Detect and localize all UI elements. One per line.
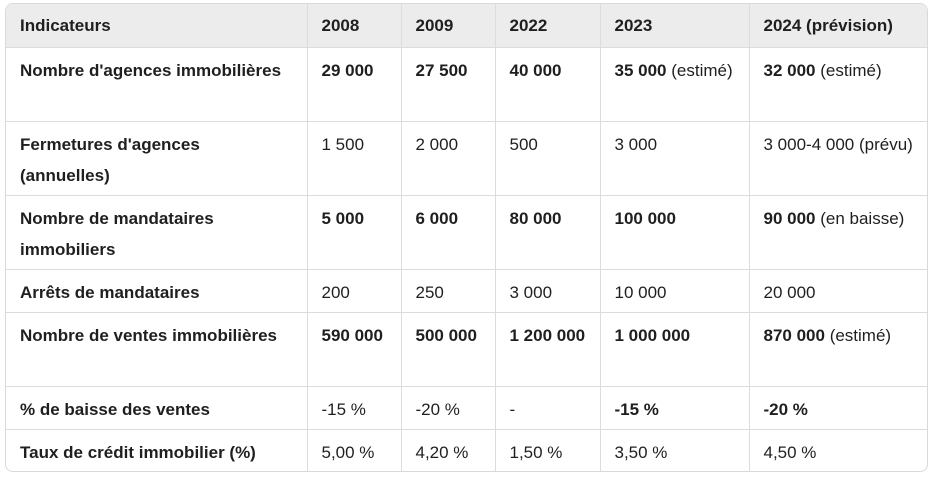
cell-note: -15 %	[321, 399, 366, 419]
table-cell: -	[495, 386, 601, 430]
table-row: Nombre de mandataires immobiliers 5 000 …	[6, 195, 927, 270]
table-cell: 1 000 000	[600, 312, 750, 387]
cell-value: 870 000	[763, 325, 825, 345]
table-cell: 4,20 %	[401, 429, 496, 471]
table-cell: 40 000	[495, 47, 601, 122]
cell-note: 3,50 %	[614, 442, 668, 462]
row-label: Fermetures d'agences (annuelles)	[6, 121, 308, 196]
table-cell: 250	[401, 269, 496, 313]
cell-value: 1 000 000	[614, 325, 691, 345]
table-cell: 1 500	[307, 121, 402, 196]
row-label: Nombre de mandataires immobiliers	[6, 195, 308, 270]
indicators-table: Indicateurs 2008 2009 2022 2023 2024 (pr…	[6, 4, 927, 471]
cell-note: (estimé)	[671, 60, 733, 80]
table-cell: 3 000	[495, 269, 601, 313]
cell-note: -20 %	[415, 399, 460, 419]
table-cell: 5 000	[307, 195, 402, 270]
cell-note: (en baisse)	[820, 208, 905, 228]
table-cell: 10 000	[600, 269, 750, 313]
table-cell: 80 000	[495, 195, 601, 270]
table-cell: 3 000-4 000 (prévu)	[749, 121, 927, 196]
table-row: Nombre de ventes immobilières 590 000 50…	[6, 312, 927, 387]
cell-value: -15 %	[614, 399, 659, 419]
table-row: Taux de crédit immobilier (%) 5,00 % 4,2…	[6, 429, 927, 471]
cell-note: (estimé)	[820, 60, 882, 80]
cell-value: 32 000	[763, 60, 816, 80]
row-label: % de baisse des ventes	[6, 386, 308, 430]
table-cell: 90 000 (en baisse)	[749, 195, 927, 270]
table-cell: 5,00 %	[307, 429, 402, 471]
table-cell: 500	[495, 121, 601, 196]
cell-value: 500 000	[415, 325, 477, 345]
table-cell: 29 000	[307, 47, 402, 122]
header-indicateurs: Indicateurs	[6, 4, 308, 48]
header-2024: 2024 (prévision)	[749, 4, 927, 48]
cell-note: 5,00 %	[321, 442, 375, 462]
row-label: Nombre de ventes immobilières	[6, 312, 308, 387]
table-cell: 3,50 %	[600, 429, 750, 471]
cell-value: 29 000	[321, 60, 374, 80]
row-label: Taux de crédit immobilier (%)	[6, 429, 308, 471]
cell-value: -20 %	[763, 399, 808, 419]
cell-value: 590 000	[321, 325, 383, 345]
table-row: Arrêts de mandataires 200 250 3 000 10 0…	[6, 269, 927, 313]
table-cell: -15 %	[600, 386, 750, 430]
cell-note: 20 000	[763, 282, 816, 302]
cell-note: 3 000	[614, 134, 658, 154]
cell-value: 27 500	[415, 60, 468, 80]
cell-note: 200	[321, 282, 350, 302]
cell-note: 10 000	[614, 282, 667, 302]
row-label: Arrêts de mandataires	[6, 269, 308, 313]
cell-note: 3 000-4 000 (prévu)	[763, 134, 913, 154]
cell-value: 6 000	[415, 208, 459, 228]
table-row: Nombre d'agences immobilières 29 000 27 …	[6, 47, 927, 122]
cell-value: 35 000	[614, 60, 667, 80]
table-cell: 1 200 000	[495, 312, 601, 387]
header-2009: 2009	[401, 4, 496, 48]
table-cell: -15 %	[307, 386, 402, 430]
cell-note: 250	[415, 282, 444, 302]
table-cell: 870 000 (estimé)	[749, 312, 927, 387]
row-label: Nombre d'agences immobilières	[6, 47, 308, 122]
cell-value: 100 000	[614, 208, 676, 228]
cell-value: 5 000	[321, 208, 365, 228]
cell-value: 80 000	[509, 208, 562, 228]
data-table-container: Indicateurs 2008 2009 2022 2023 2024 (pr…	[5, 3, 928, 472]
table-cell: 590 000	[307, 312, 402, 387]
cell-note: -	[509, 399, 516, 419]
table-cell: 500 000	[401, 312, 496, 387]
cell-note: (estimé)	[829, 325, 892, 345]
table-cell: 20 000	[749, 269, 927, 313]
header-2022: 2022	[495, 4, 601, 48]
cell-note: 2 000	[415, 134, 459, 154]
table-cell: 27 500	[401, 47, 496, 122]
cell-note: 1,50 %	[509, 442, 563, 462]
table-cell: 35 000 (estimé)	[600, 47, 750, 122]
cell-value: 40 000	[509, 60, 562, 80]
table-cell: 2 000	[401, 121, 496, 196]
cell-note: 4,20 %	[415, 442, 469, 462]
header-2023: 2023	[600, 4, 750, 48]
table-cell: 6 000	[401, 195, 496, 270]
table-cell: 200	[307, 269, 402, 313]
table-cell: -20 %	[749, 386, 927, 430]
cell-note: 1 500	[321, 134, 365, 154]
table-cell: 4,50 %	[749, 429, 927, 471]
table-cell: -20 %	[401, 386, 496, 430]
cell-value: 90 000	[763, 208, 816, 228]
header-2008: 2008	[307, 4, 402, 48]
cell-note: 3 000	[509, 282, 553, 302]
table-row: Fermetures d'agences (annuelles) 1 500 2…	[6, 121, 927, 196]
cell-note: 500	[509, 134, 538, 154]
cell-note: 4,50 %	[763, 442, 817, 462]
table-cell: 100 000	[600, 195, 750, 270]
table-header-row: Indicateurs 2008 2009 2022 2023 2024 (pr…	[6, 4, 927, 48]
table-cell: 1,50 %	[495, 429, 601, 471]
cell-value: 1 200 000	[509, 325, 586, 345]
table-cell: 32 000 (estimé)	[749, 47, 927, 122]
table-cell: 3 000	[600, 121, 750, 196]
table-row: % de baisse des ventes -15 % -20 % - -15…	[6, 386, 927, 430]
